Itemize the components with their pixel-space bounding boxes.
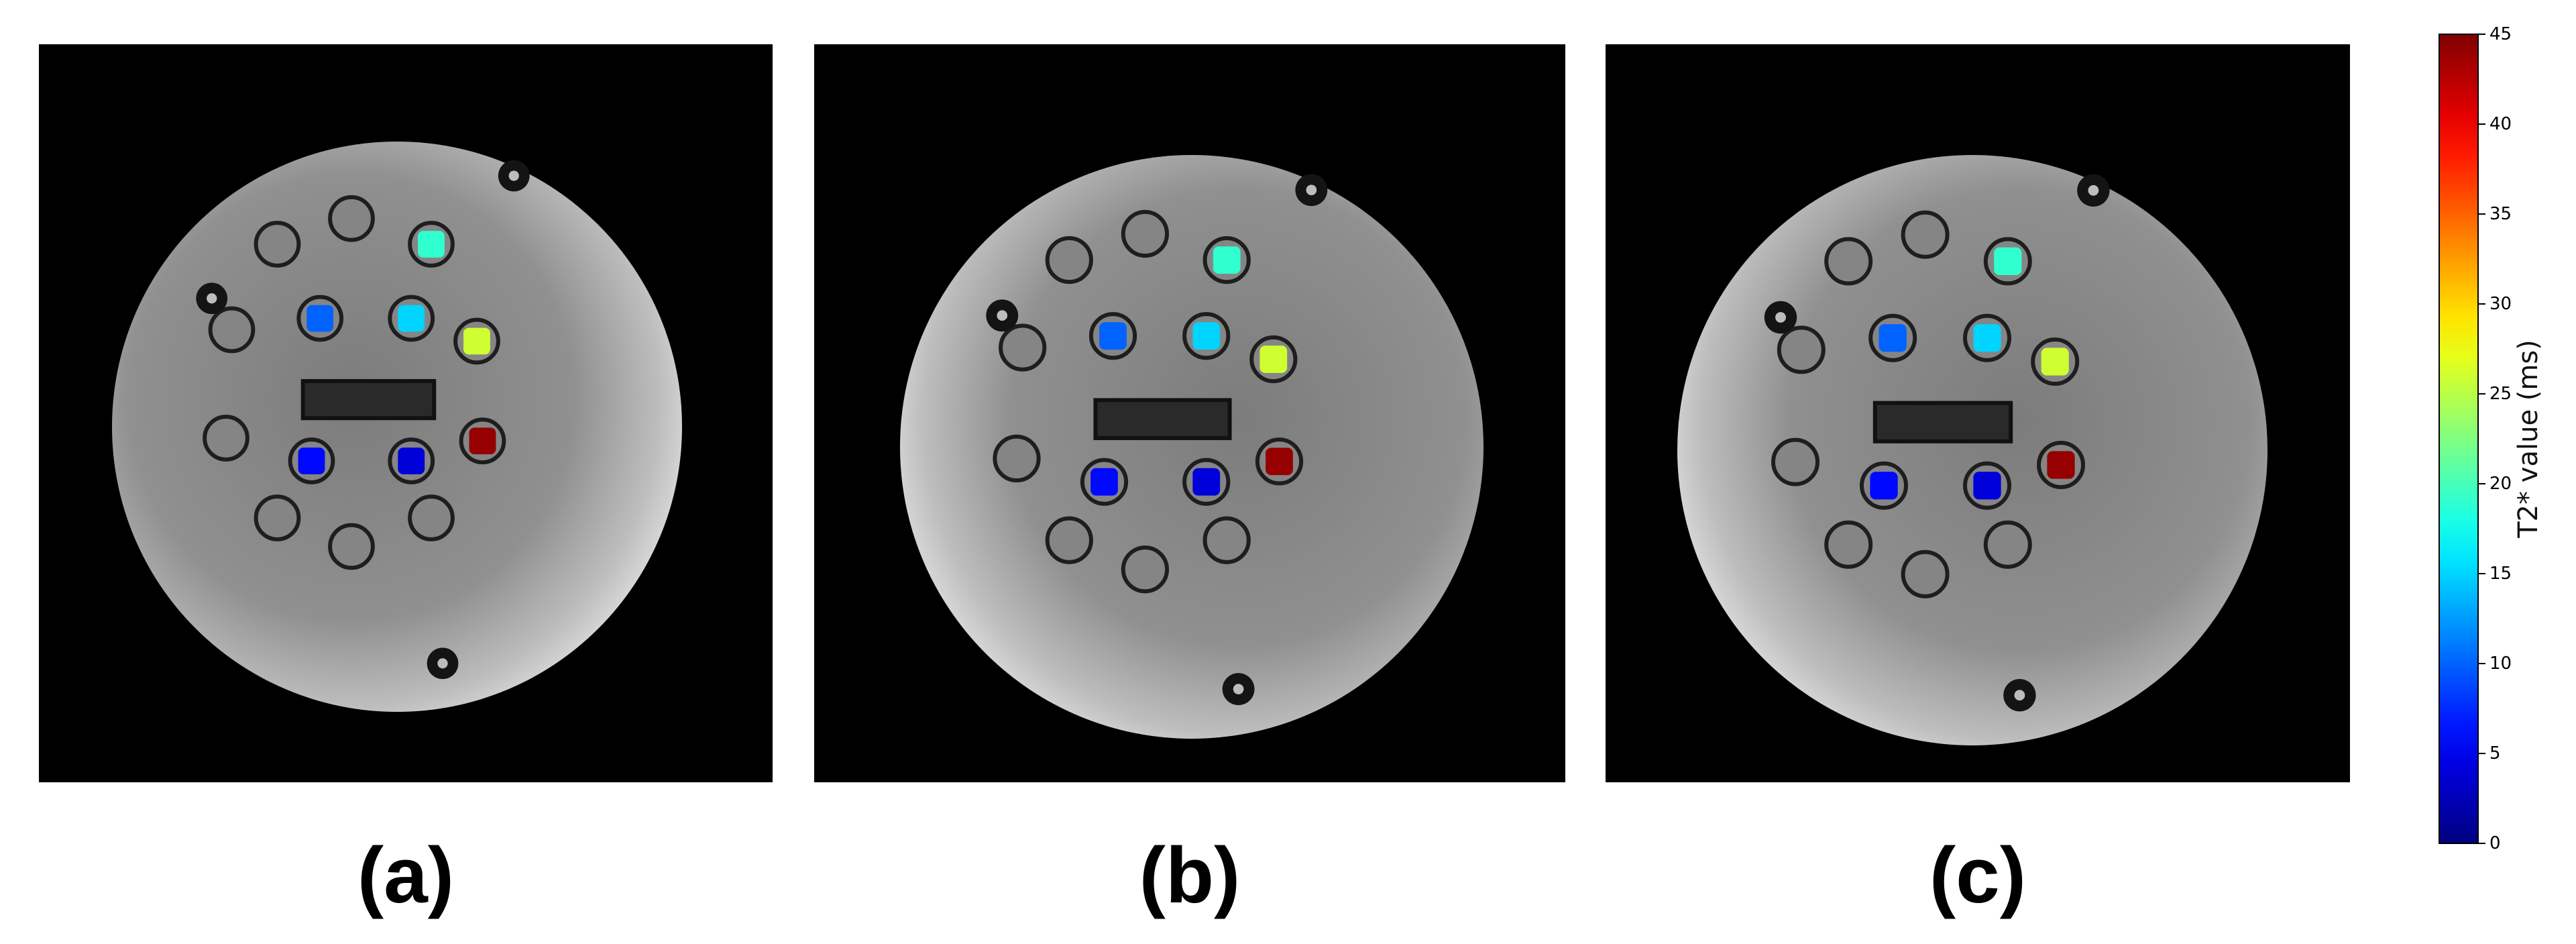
vial-t2star-overlay — [469, 427, 496, 455]
vial-t2star-overlay — [1099, 322, 1127, 350]
vial-t2star-overlay — [398, 305, 425, 332]
phantom-image — [112, 142, 682, 712]
fiducial-marker-center — [437, 658, 448, 669]
fiducial-marker-center — [997, 310, 1008, 321]
vial-t2star-overlay — [1879, 324, 1907, 352]
vial — [254, 221, 301, 268]
vial — [1983, 520, 2032, 569]
vial — [993, 434, 1041, 483]
phantom-body — [900, 155, 1483, 739]
colorbar-tick-label: 35 — [2489, 204, 2512, 224]
colorbar-tick — [2479, 843, 2485, 844]
fiducial-marker-center — [2014, 690, 2025, 701]
vial — [1901, 210, 1950, 259]
colorbar-gradient — [2439, 34, 2479, 844]
vial — [328, 523, 375, 570]
vial — [1771, 437, 1819, 486]
vial — [1121, 545, 1170, 594]
colorbar-tick — [2479, 483, 2485, 484]
vial — [1045, 235, 1093, 284]
vial — [1824, 520, 1873, 569]
panel-label-b: (b) — [1139, 831, 1241, 920]
vial-t2star-overlay — [463, 327, 490, 355]
phantom-insert — [300, 379, 437, 421]
colorbar-tick — [2479, 663, 2485, 664]
vial-t2star-overlay — [1994, 247, 2022, 276]
vial-t2star-overlay — [1973, 324, 2001, 352]
colorbar-tick — [2479, 123, 2485, 125]
colorbar-tick-label: 20 — [2489, 474, 2512, 494]
vial-t2star-overlay — [298, 448, 325, 474]
colorbar-tick-label: 5 — [2489, 743, 2501, 764]
vial-t2star-overlay — [398, 448, 425, 474]
vial-t2star-overlay — [1192, 322, 1221, 350]
colorbar-tick — [2479, 213, 2485, 215]
colorbar-tick-label: 25 — [2489, 384, 2512, 404]
panel-label-c: (c) — [1929, 831, 2027, 920]
vial-t2star-overlay — [1259, 346, 1288, 373]
vial — [1824, 237, 1873, 286]
colorbar-axis-label: T2* value (ms) — [2513, 339, 2544, 538]
phantom-body — [1677, 155, 2267, 745]
colorbar-tick-label: 40 — [2489, 114, 2512, 134]
vial — [1121, 209, 1170, 258]
colorbar-tick-label: 0 — [2489, 833, 2501, 853]
vial-t2star-overlay — [1213, 246, 1241, 274]
fiducial-marker-center — [207, 293, 217, 304]
vial — [328, 195, 375, 242]
mri-panel-a — [39, 44, 773, 782]
phantom-insert — [1872, 401, 2013, 443]
mri-panel-b — [814, 44, 1565, 782]
colorbar-tick — [2479, 34, 2485, 35]
phantom-image — [900, 155, 1483, 739]
colorbar: 0 5 10 15 20 25 30 35 40 45 T2* value (ms) — [2428, 24, 2576, 853]
vial — [408, 494, 455, 541]
vial — [203, 415, 249, 462]
vial-t2star-overlay — [306, 305, 334, 332]
vial-t2star-overlay — [2047, 451, 2075, 479]
vial-t2star-overlay — [1870, 472, 1898, 500]
fiducial-marker-center — [1233, 684, 1244, 694]
vial-t2star-overlay — [1973, 472, 2001, 500]
phantom-insert — [1093, 398, 1232, 440]
panel-label-a: (a) — [357, 831, 455, 920]
fiducial-marker-center — [2088, 185, 2099, 196]
vial-t2star-overlay — [2041, 348, 2069, 376]
fiducial-marker-center — [1775, 312, 1786, 323]
vial — [1901, 549, 1950, 598]
vial-t2star-overlay — [418, 231, 445, 258]
colorbar-tick — [2479, 393, 2485, 395]
phantom-image — [1677, 155, 2267, 745]
colorbar-tick-label: 45 — [2489, 24, 2512, 44]
vial — [999, 323, 1047, 372]
vial — [208, 306, 256, 354]
colorbar-tick-label: 15 — [2489, 564, 2512, 584]
vial-t2star-overlay — [1266, 448, 1293, 476]
vial — [1202, 516, 1251, 564]
vial — [1777, 325, 1826, 374]
colorbar-tick-label: 10 — [2489, 653, 2512, 674]
colorbar-tick — [2479, 753, 2485, 754]
vial — [254, 494, 301, 541]
mri-panel-c — [1606, 44, 2350, 782]
colorbar-tick — [2479, 303, 2485, 305]
vial-t2star-overlay — [1192, 468, 1221, 496]
fiducial-marker-center — [508, 170, 519, 181]
colorbar-tick — [2479, 573, 2485, 574]
vial-t2star-overlay — [1090, 468, 1118, 496]
colorbar-tick-label: 30 — [2489, 294, 2512, 314]
phantom-body — [112, 142, 682, 712]
vial — [1045, 516, 1093, 564]
fiducial-marker-center — [1306, 185, 1317, 196]
